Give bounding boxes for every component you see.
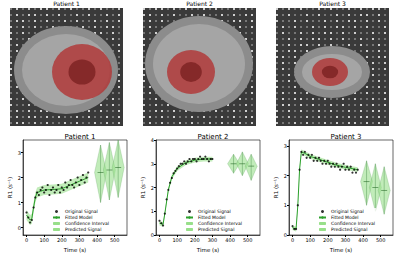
svg-text:Original Signal: Original Signal	[65, 209, 98, 214]
svg-text:Confidence Interval: Confidence Interval	[331, 221, 375, 226]
svg-text:Original Signal: Original Signal	[198, 209, 231, 214]
svg-text:Time (s): Time (s)	[63, 247, 86, 253]
svg-text:Time (s): Time (s)	[196, 247, 219, 253]
svg-text:3: 3	[284, 143, 287, 149]
svg-text:1: 1	[18, 200, 21, 206]
svg-text:R1 (s⁻¹): R1 (s⁻¹)	[273, 177, 279, 198]
svg-text:1: 1	[151, 208, 154, 214]
svg-text:Fitted Model: Fitted Model	[331, 215, 359, 220]
svg-text:Original Signal: Original Signal	[331, 209, 364, 214]
svg-text:300: 300	[341, 237, 351, 243]
svg-text:4: 4	[151, 137, 154, 143]
svg-text:3: 3	[18, 150, 21, 156]
svg-text:Predicted Signal: Predicted Signal	[198, 227, 234, 232]
svg-text:100: 100	[172, 237, 182, 243]
svg-text:3: 3	[151, 161, 154, 167]
svg-text:500: 500	[243, 237, 253, 243]
svg-text:500: 500	[376, 237, 386, 243]
svg-text:200: 200	[57, 237, 67, 243]
svg-text:Patient 3: Patient 3	[330, 133, 361, 141]
svg-text:0: 0	[158, 237, 161, 243]
svg-text:R1 (s⁻¹): R1 (s⁻¹)	[140, 177, 146, 198]
svg-text:2: 2	[284, 173, 287, 179]
svg-text:100: 100	[39, 237, 49, 243]
svg-text:2: 2	[151, 185, 154, 191]
svg-text:Predicted Signal: Predicted Signal	[331, 227, 367, 232]
html-text:Patient 1: Patient 1	[53, 0, 80, 7]
svg-text:0: 0	[25, 237, 28, 243]
svg-text:0: 0	[151, 232, 154, 238]
svg-text:Time (s): Time (s)	[329, 247, 352, 253]
svg-text:300: 300	[75, 237, 85, 243]
svg-text:Patient 1: Patient 1	[64, 133, 95, 141]
svg-text:2: 2	[18, 175, 21, 181]
svg-text:Patient 2: Patient 2	[197, 133, 228, 141]
html-text:Patient 3: Patient 3	[319, 0, 346, 7]
svg-text:0: 0	[284, 232, 287, 238]
svg-text:400: 400	[358, 237, 368, 243]
html-text:Patient 2: Patient 2	[186, 0, 213, 7]
svg-text:Confidence Interval: Confidence Interval	[65, 221, 109, 226]
svg-text:500: 500	[110, 237, 120, 243]
svg-text:400: 400	[92, 237, 102, 243]
svg-text:0: 0	[291, 237, 294, 243]
svg-text:400: 400	[225, 237, 235, 243]
svg-text:Fitted Model: Fitted Model	[198, 215, 226, 220]
svg-text:0: 0	[18, 225, 21, 231]
svg-text:R1 (s⁻¹): R1 (s⁻¹)	[7, 177, 13, 198]
svg-text:Predicted Signal: Predicted Signal	[65, 227, 101, 232]
svg-text:100: 100	[305, 237, 315, 243]
svg-text:200: 200	[323, 237, 333, 243]
svg-text:200: 200	[190, 237, 200, 243]
svg-text:Confidence Interval: Confidence Interval	[198, 221, 242, 226]
svg-text:Fitted Model: Fitted Model	[65, 215, 93, 220]
svg-text:300: 300	[208, 237, 218, 243]
svg-text:1: 1	[284, 202, 287, 208]
